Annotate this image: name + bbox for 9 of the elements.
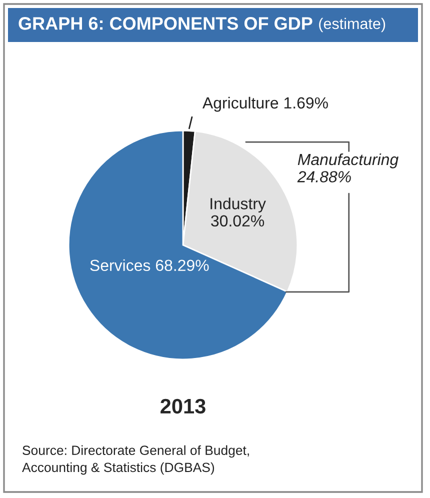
slice-label: Industry	[210, 198, 266, 212]
chart-title: GRAPH 6: COMPONENTS OF GDP	[18, 17, 312, 30]
data-label: 30.02%	[211, 215, 264, 227]
text: Manufacturing 24.88%	[297, 153, 398, 182]
text: 2013	[160, 398, 206, 414]
source-note: Source: Directorate General of Budget, Accounting & Statistics (DGBAS)	[22, 445, 249, 475]
slice-label: Agriculture 1.69%	[202, 96, 328, 112]
slice-label: Services 68.29%	[90, 259, 209, 272]
chart-subtitle: (estimate)	[319, 18, 386, 32]
